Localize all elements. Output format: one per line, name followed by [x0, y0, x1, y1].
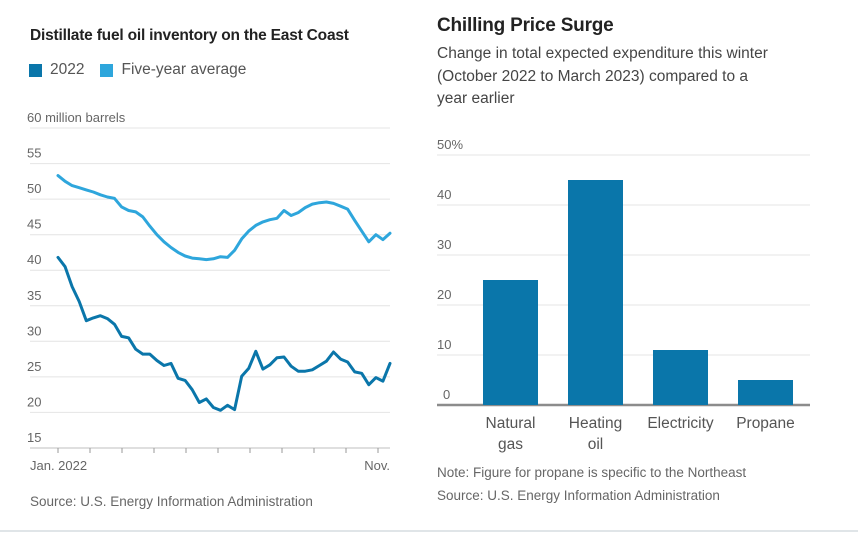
bottom-divider: [0, 530, 858, 532]
legend-label-2022: 2022: [50, 61, 85, 78]
price-surge-bar-chart: 0 10 20 30 40 50%: [437, 137, 810, 407]
inventory-chart-title: Distillate fuel oil inventory on the Eas…: [30, 27, 349, 44]
x-axis-start-label: Jan. 2022: [30, 458, 88, 473]
category-label-natural-gas: Natural gas: [485, 415, 536, 453]
price-surge-note: Note: Figure for propane is specific to …: [437, 465, 747, 480]
y-tick-label-35: 35: [27, 288, 41, 303]
y-tick-label-50: 50: [27, 181, 41, 196]
legend-label-five-year-average: Five-year average: [121, 61, 247, 78]
y-tick-label-10: 10: [437, 337, 451, 352]
inventory-legend: 2022 Five-year average: [29, 61, 246, 79]
y-axis-unit-label: 60 million barrels: [27, 110, 126, 125]
legend-swatch-2022-icon: [29, 64, 42, 77]
legend-item-2022: 2022: [29, 61, 84, 79]
legend-swatch-five-year-average-icon: [100, 64, 114, 77]
category-label-electricity: Electricity: [647, 415, 714, 432]
price-surge-subtitle: Change in total expected expenditure thi…: [437, 45, 768, 107]
price-surge-title: Chilling Price Surge: [437, 15, 614, 36]
category-label-propane: Propane: [736, 415, 795, 432]
bar-electricity: [653, 350, 708, 405]
price-surge-source: Source: U.S. Energy Information Administ…: [437, 488, 720, 503]
y-tick-label-25: 25: [27, 359, 41, 374]
inventory-plot-area: 15 20 25 30 35 40 45 50 55 60 million barrels: [25, 100, 395, 465]
y-tick-label-40: 40: [27, 252, 41, 267]
y-tick-label-40: 40: [437, 187, 451, 202]
line-2022: [56, 255, 392, 412]
bar-heating-oil: [568, 180, 623, 405]
legend-item-five-year-average: Five-year average: [100, 61, 246, 79]
price-surge-plot-area: 0 10 20 30 40 50%: [432, 135, 824, 420]
inventory-line-chart: 15 20 25 30 35 40 45 50 55 60 million barrels: [27, 110, 392, 453]
bar-natural-gas: [483, 280, 538, 405]
bar-propane: [738, 380, 793, 405]
y-tick-label-15: 15: [27, 430, 41, 445]
y-tick-label-55: 55: [27, 146, 41, 161]
y-tick-label-30: 30: [437, 237, 451, 252]
y-tick-label-45: 45: [27, 217, 41, 232]
category-label-heating-oil: Heating oil: [568, 415, 623, 453]
x-axis-end-label: Nov.: [364, 458, 390, 473]
y-tick-label-50: 50%: [437, 137, 463, 152]
y-tick-label-20: 20: [437, 287, 451, 302]
line-five-year-average: [56, 174, 392, 262]
y-tick-label-30: 30: [27, 323, 41, 338]
y-tick-label-0: 0: [443, 387, 450, 402]
inventory-source: Source: U.S. Energy Information Administ…: [30, 494, 313, 509]
y-tick-label-20: 20: [27, 394, 41, 409]
